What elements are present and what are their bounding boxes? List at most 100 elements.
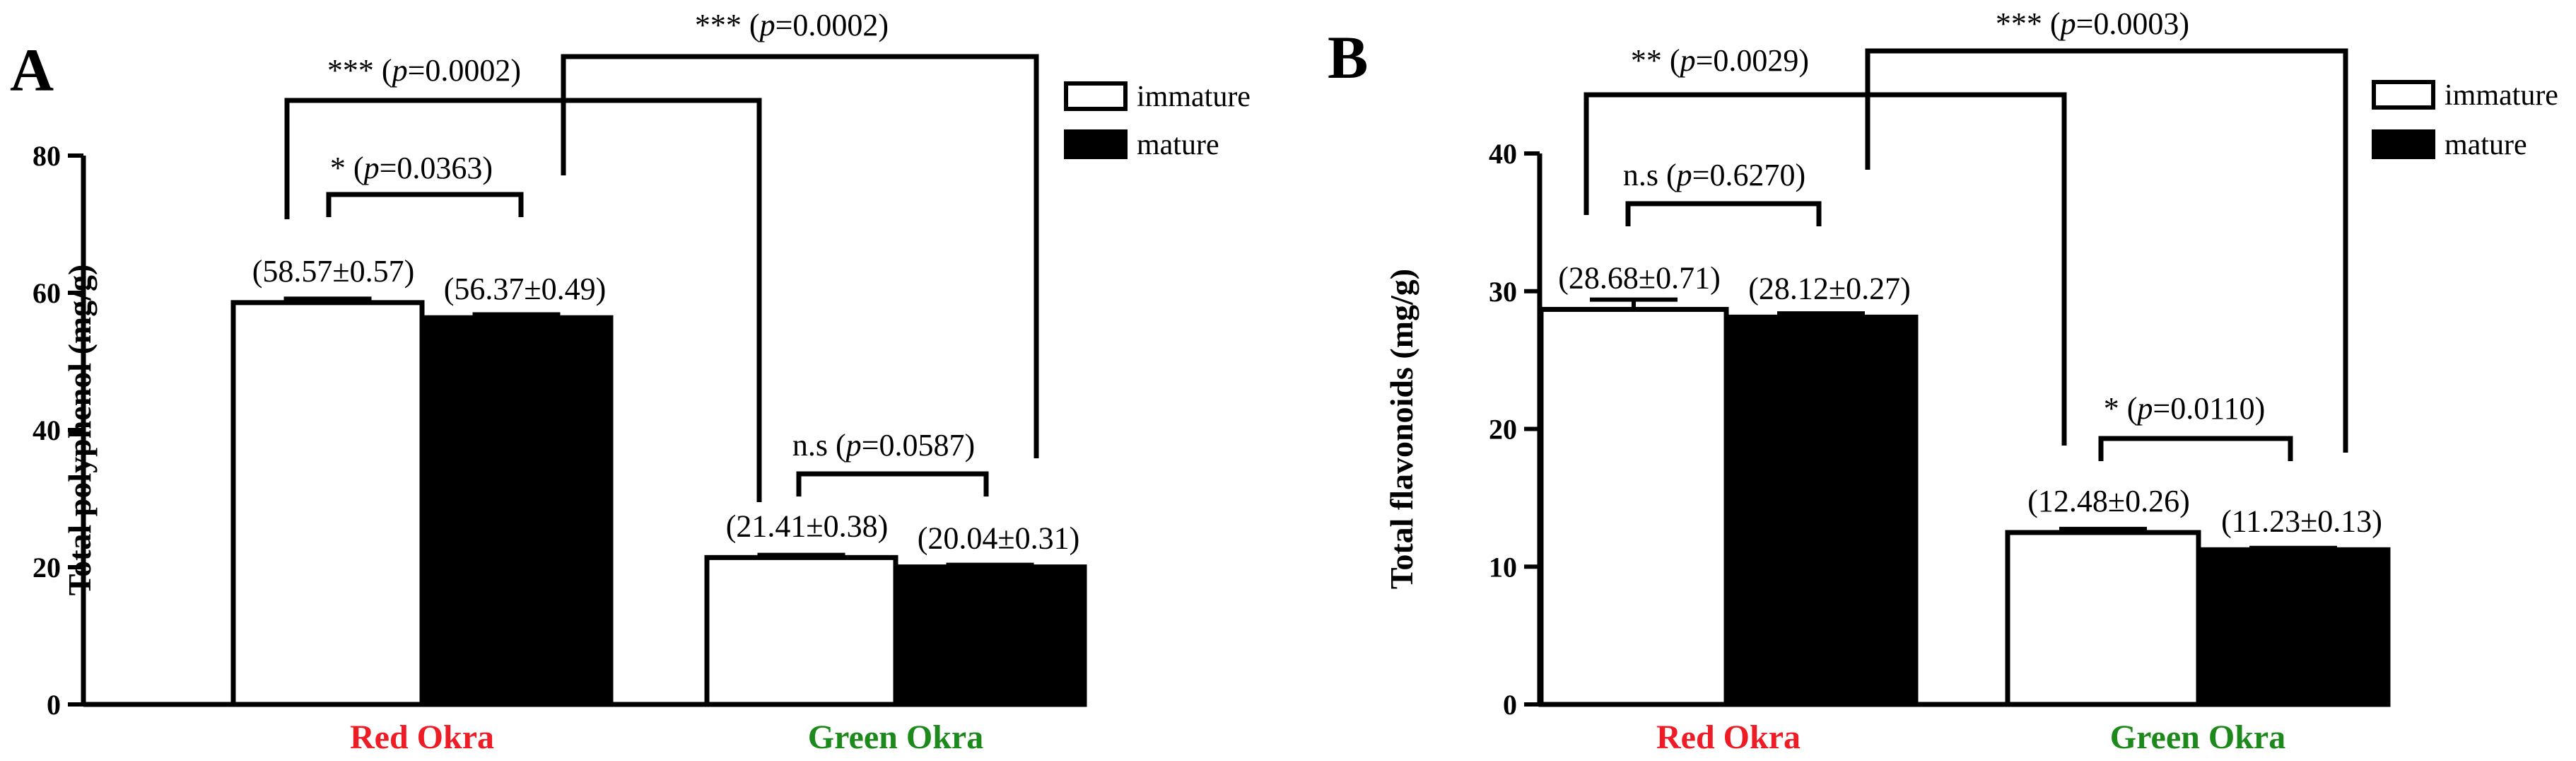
sig-label-within-green-p-symbol: p <box>844 428 862 463</box>
sig-label-mature-open: ( <box>2042 6 2061 41</box>
bar-immature-red-okra <box>1538 306 1729 707</box>
sig-label-within-red-close: ) <box>1795 158 1805 192</box>
bar-immature-green-okra <box>704 554 898 707</box>
sig-label-within-green-open: ( <box>2119 391 2138 426</box>
sig-label-within-green-p-value: 0.0110 <box>2170 391 2254 426</box>
data-label: (28.12±0.27) <box>1748 271 1910 306</box>
sig-label-immature-eq: = <box>1696 43 1714 78</box>
sig-label-mature-stars: *** <box>1996 6 2042 41</box>
sig-label-within-red-p-symbol: p <box>362 151 380 185</box>
category-label: Red Okra <box>1656 719 1801 756</box>
bracket-within-red <box>326 192 524 217</box>
legend-swatch-immature <box>2372 80 2435 110</box>
legend-swatch-mature <box>2372 129 2435 159</box>
panel-b: B 0 10 20 30 40 Total flavonoids (mg/g) (28.68±… <box>1328 6 2558 756</box>
sig-label-mature-close: ) <box>2179 6 2189 41</box>
legend-label-mature: mature <box>2445 129 2527 161</box>
sig-label-within-green-open: ( <box>828 428 846 463</box>
sig-label-mature-p-value: 0.0002 <box>792 8 878 42</box>
sig-label-within-red-close: ) <box>482 151 493 185</box>
bar-mature-green-okra <box>893 564 1087 707</box>
data-label: (28.68±0.71) <box>1558 260 1720 295</box>
bracket-mature <box>1865 48 2348 453</box>
sig-label-immature-stars: ** <box>1631 43 1662 78</box>
bar-mature-green-okra <box>2196 547 2391 707</box>
sig-label-mature-stars: *** <box>695 8 742 42</box>
sig-label-immature-p-symbol: p <box>390 53 408 88</box>
legend-label-immature: immature <box>2445 79 2558 112</box>
y-tick-label: 20 <box>1489 414 1517 446</box>
data-label: (58.57±0.57) <box>252 254 414 289</box>
category-label: Green Okra <box>808 719 983 756</box>
sig-label-within-red-eq: = <box>1692 158 1710 192</box>
bracket-immature <box>284 98 762 502</box>
sig-label-immature: *** (p=0.0002) <box>327 53 521 88</box>
bar-immature-red-okra <box>230 300 425 707</box>
y-axis-label: Total flavonoids (mg/g) <box>1383 269 1419 589</box>
sig-label-mature: *** (p=0.0002) <box>695 8 889 42</box>
sig-label-within-green: * (p=0.0110) <box>2104 391 2266 426</box>
sig-label-within-green-close: ) <box>964 428 975 463</box>
sig-label-within-green-eq: = <box>862 428 879 463</box>
panel-letter: A <box>10 36 54 104</box>
bracket-mature <box>561 54 1039 458</box>
sig-label-within-red-open: ( <box>346 151 364 185</box>
sig-label-within-green-close: ) <box>2255 391 2266 426</box>
bracket-within-green <box>2098 436 2293 461</box>
y-tick-label: 10 <box>1489 551 1517 583</box>
sig-label-within-red-stars: * <box>330 151 346 185</box>
sig-label-immature-p-symbol: p <box>1678 43 1696 78</box>
sig-label-within-green-eq: = <box>2153 391 2170 426</box>
sig-label-mature-eq: = <box>775 8 793 42</box>
sig-label-within-green-p-symbol: p <box>2135 391 2153 426</box>
bar-immature-green-okra <box>2005 530 2201 707</box>
sig-label-mature-p-symbol: p <box>758 8 775 42</box>
sig-label-within-red-stars: n.s <box>1623 158 1658 192</box>
sig-label-immature-p-value: 0.0029 <box>1713 43 1798 78</box>
sig-label-immature: ** (p=0.0029) <box>1631 43 1809 78</box>
data-label: (11.23±0.13) <box>2221 504 2382 538</box>
sig-label-immature-eq: = <box>408 53 426 88</box>
sig-label-within-red-open: ( <box>1658 158 1677 192</box>
legend-label-immature: immature <box>1137 81 1251 113</box>
legend-swatch-immature <box>1064 81 1128 111</box>
bracket-immature <box>1583 92 2067 446</box>
sig-label-mature: *** (p=0.0003) <box>1996 6 2189 41</box>
y-tick-label: 80 <box>33 140 61 172</box>
panel-a: A 0 20 40 60 80 Total polyphenol (mg/g) (58.57±… <box>10 8 1251 756</box>
sig-label-mature-close: ) <box>878 8 889 42</box>
sig-label-mature-p-symbol: p <box>2059 6 2076 41</box>
category-label: Red Okra <box>350 719 494 756</box>
data-label: (56.37±0.49) <box>444 272 606 306</box>
sig-label-within-red-p-value: 0.0363 <box>397 151 482 185</box>
sig-label-immature-close: ) <box>1798 43 1809 78</box>
bracket-within-red <box>1625 201 1822 226</box>
sig-label-immature-stars: *** <box>327 53 374 88</box>
sig-label-immature-open: ( <box>1662 43 1680 78</box>
bar-mature-red-okra <box>419 315 614 707</box>
sig-label-immature-close: ) <box>510 53 521 88</box>
y-tick-label: 30 <box>1489 276 1517 308</box>
y-tick-label: 20 <box>33 552 61 583</box>
sig-label-within-red-eq: = <box>380 151 397 185</box>
panel-letter: B <box>1328 23 1368 91</box>
sig-label-within-red-p-symbol: p <box>1675 158 1692 192</box>
data-label: (21.41±0.38) <box>726 509 888 543</box>
data-label: (20.04±0.31) <box>918 521 1079 556</box>
legend-swatch-mature <box>1064 129 1128 159</box>
y-tick-label: 60 <box>33 277 61 309</box>
y-tick-label: 40 <box>33 414 61 446</box>
y-axis-label: Total polyphenol (mg/g) <box>62 265 98 596</box>
sig-label-mature-eq: = <box>2076 6 2094 41</box>
sig-label-within-red: * (p=0.0363) <box>330 151 493 185</box>
sig-label-within-green-p-value: 0.0587 <box>879 428 964 463</box>
sig-label-within-green-stars: * <box>2104 391 2119 426</box>
sig-label-immature-p-value: 0.0002 <box>425 53 510 88</box>
sig-label-within-green-stars: n.s <box>792 428 828 463</box>
sig-label-mature-open: ( <box>742 8 760 42</box>
bar-mature-red-okra <box>1723 314 1919 707</box>
data-label: (12.48±0.26) <box>2027 484 2189 518</box>
legend-label-mature: mature <box>1137 129 1219 161</box>
y-tick-label: 40 <box>1489 138 1517 170</box>
